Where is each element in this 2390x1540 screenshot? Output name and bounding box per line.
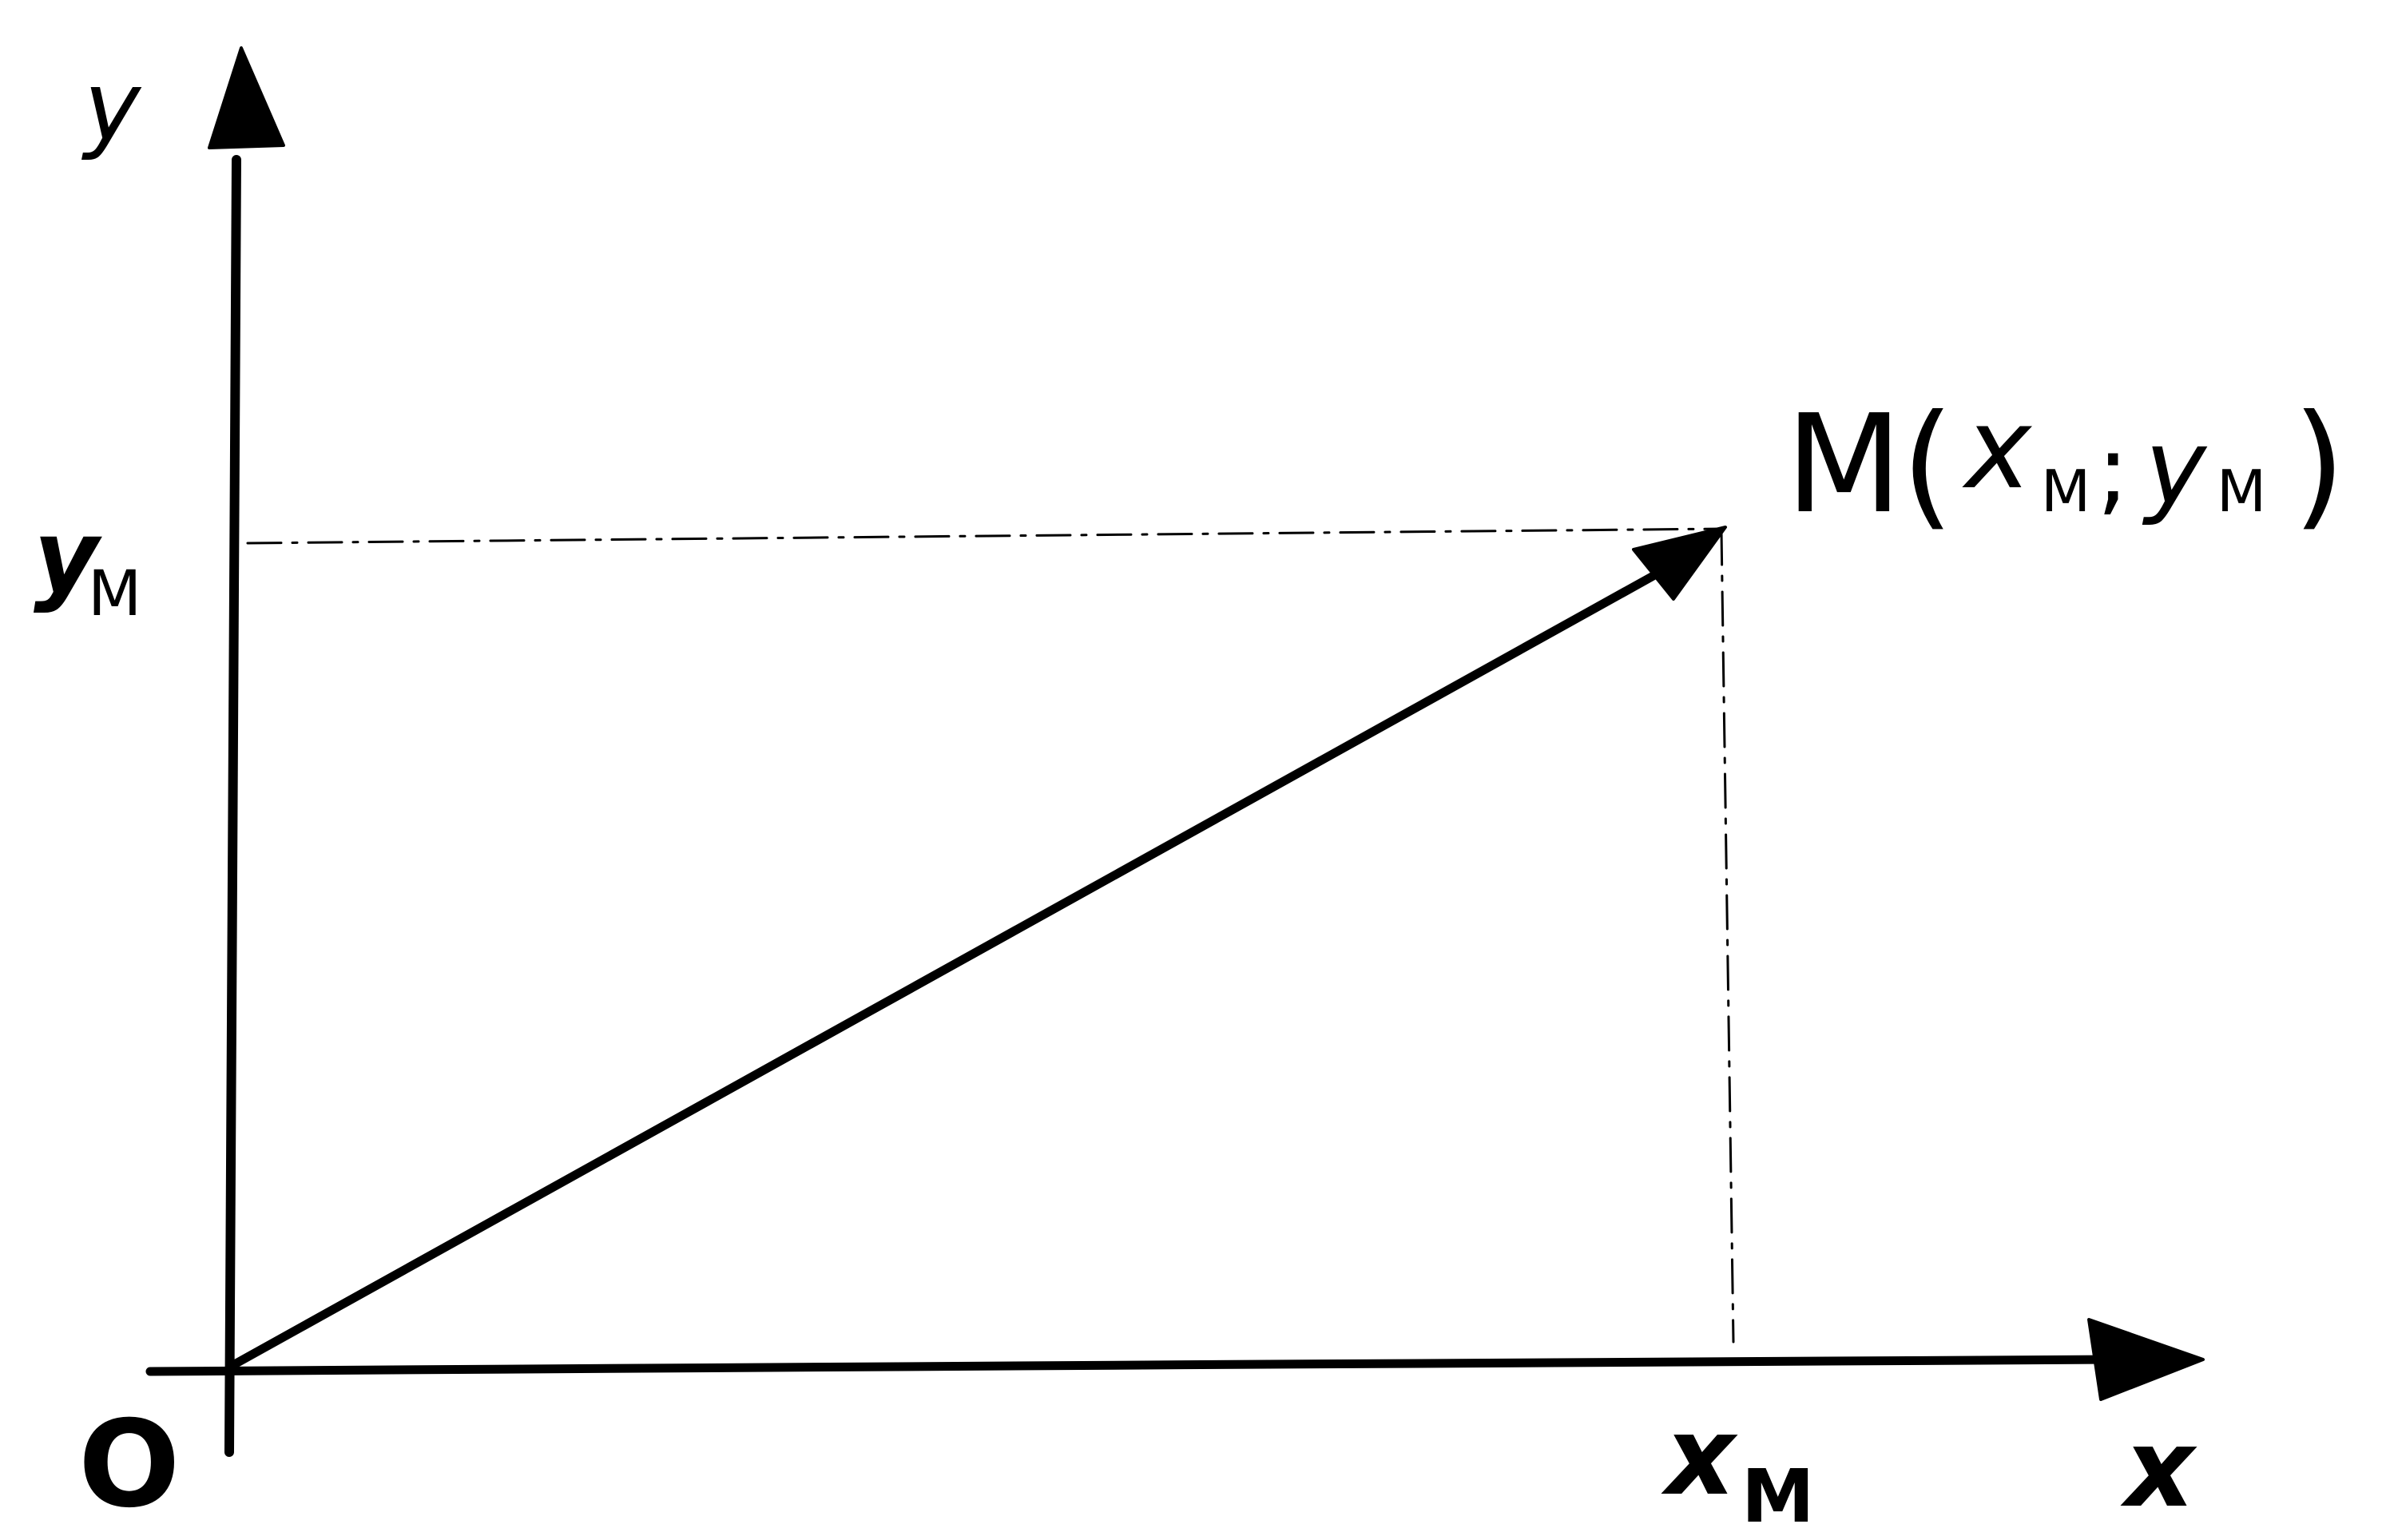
y-tick-subscript: M: [88, 558, 141, 630]
x-tick-subscript: M: [1741, 1454, 1815, 1539]
x-axis-label: x: [2120, 1406, 2197, 1531]
y-tick-label: y M: [34, 499, 141, 630]
vector-arrowhead: [1632, 526, 1727, 601]
x-axis: [145, 1318, 2205, 1401]
y-tick-main: y: [34, 499, 102, 615]
point-x-subscript: M: [2041, 458, 2090, 525]
x-tick-label: x M: [1661, 1394, 1815, 1539]
x-axis-arrowhead: [2087, 1318, 2205, 1401]
point-separator: ;: [2097, 415, 2129, 526]
y-axis-label: y: [81, 52, 142, 163]
x-tick-main: x: [1661, 1394, 1738, 1519]
point-x-main: x: [1962, 384, 2033, 514]
origin-label: O: [78, 1395, 181, 1534]
guide-line-vertical: [1720, 530, 1735, 1344]
guide-line-horizontal: [246, 527, 1723, 545]
y-axis-arrowhead: [208, 46, 285, 149]
vector-om: [227, 526, 1727, 1371]
point-close-paren: ): [2293, 386, 2345, 544]
y-axis: [208, 46, 285, 1457]
point-y-main: y: [2142, 407, 2208, 528]
point-name: M: [1785, 386, 1903, 544]
point-open-paren: (: [1901, 386, 1954, 544]
point-y-subscript: M: [2217, 458, 2266, 525]
point-label: M ( x M ; y M ): [1785, 384, 2345, 544]
